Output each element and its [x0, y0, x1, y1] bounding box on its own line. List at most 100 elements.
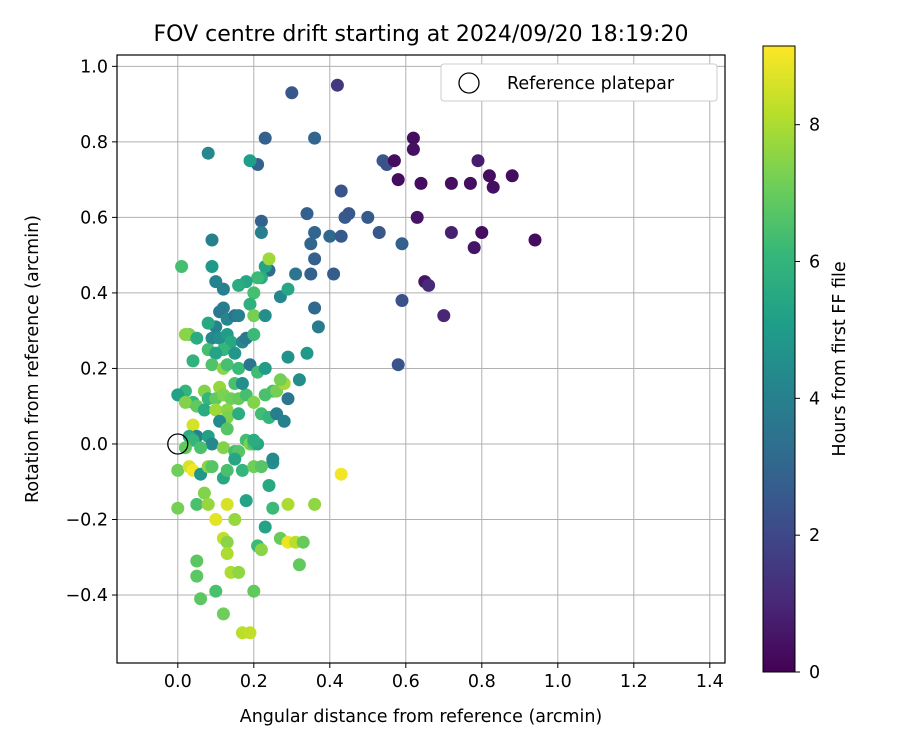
data-point — [232, 565, 246, 579]
data-point — [254, 226, 268, 239]
data-point — [220, 422, 234, 436]
colorbar-tick-label: 4 — [809, 389, 820, 409]
data-point — [205, 358, 219, 372]
colorbar-gradient — [762, 45, 796, 673]
data-point — [205, 460, 219, 474]
x-tick-label: 1.0 — [544, 672, 572, 692]
data-point — [334, 184, 348, 198]
data-point — [205, 437, 219, 451]
data-point — [327, 267, 341, 281]
data-point — [186, 418, 200, 432]
data-point — [171, 463, 185, 477]
data-point — [190, 569, 204, 583]
data-point — [266, 452, 280, 466]
x-tick-label: 1.4 — [696, 672, 724, 692]
legend: Reference platepar — [440, 63, 718, 102]
y-tick-label: 0.6 — [80, 208, 108, 228]
x-tick-label: 0.8 — [468, 672, 496, 692]
data-point — [258, 520, 272, 534]
data-point — [258, 361, 272, 375]
legend-box — [440, 63, 718, 102]
data-point — [197, 486, 211, 500]
y-tick-label: −0.2 — [66, 510, 109, 530]
data-point — [190, 497, 204, 511]
y-tick-label: 0.4 — [80, 284, 108, 304]
data-point — [334, 229, 348, 243]
data-point — [254, 543, 268, 557]
data-point — [232, 278, 246, 292]
data-point — [300, 346, 314, 360]
y-tick-label: −0.4 — [66, 586, 109, 606]
x-axis-ticks: 0.0 0.2 0.4 0.6 0.8 1.0 1.2 1.4 — [164, 663, 724, 692]
data-point — [308, 301, 322, 315]
data-point — [178, 441, 192, 455]
data-point — [467, 241, 481, 255]
data-point — [505, 169, 519, 183]
data-point — [228, 452, 242, 466]
x-tick-label: 1.2 — [620, 672, 648, 692]
data-point — [194, 592, 208, 606]
data-point — [281, 497, 295, 511]
data-point — [391, 358, 405, 372]
data-point — [300, 207, 314, 221]
x-tick-label: 0.0 — [164, 672, 192, 692]
data-point — [251, 271, 265, 285]
data-point — [216, 607, 230, 621]
data-point — [175, 260, 189, 273]
colorbar-tick-label: 6 — [809, 253, 820, 273]
colorbar-tick-label: 2 — [809, 526, 820, 546]
reference-point-marker — [167, 433, 189, 455]
data-point — [308, 252, 322, 266]
data-point — [239, 494, 253, 508]
data-point — [277, 414, 291, 428]
data-point — [308, 497, 322, 511]
data-point — [330, 78, 344, 92]
data-point — [243, 297, 257, 311]
data-point — [281, 282, 295, 296]
data-point — [281, 350, 295, 364]
data-point — [190, 554, 204, 568]
data-point — [186, 354, 200, 368]
data-point — [372, 226, 386, 239]
data-point — [486, 180, 500, 194]
data-point — [258, 131, 272, 145]
plot-frame — [116, 54, 726, 664]
colorbar-label: Hours from first FF file — [830, 261, 850, 456]
data-point — [406, 142, 420, 156]
data-point — [247, 286, 261, 300]
data-point — [228, 513, 242, 526]
data-point — [243, 626, 257, 640]
data-point — [205, 233, 219, 247]
data-point — [387, 154, 401, 168]
x-axis-label: Angular distance from reference (arcmin) — [240, 707, 603, 727]
data-point — [285, 86, 299, 100]
y-tick-label: 0.0 — [80, 435, 108, 455]
data-point — [342, 207, 356, 221]
data-point — [304, 237, 318, 251]
y-tick-label: 0.8 — [80, 133, 108, 153]
data-point — [216, 441, 230, 455]
data-point — [391, 173, 405, 187]
data-point — [281, 392, 295, 406]
legend-label: Reference platepar — [507, 74, 675, 94]
data-point — [308, 131, 322, 145]
data-point — [395, 294, 409, 307]
data-point — [292, 558, 306, 572]
data-point — [171, 501, 185, 515]
data-point — [209, 275, 223, 289]
data-point — [422, 278, 436, 292]
data-point — [209, 513, 223, 526]
data-point — [308, 226, 322, 239]
chart-title: FOV centre drift starting at 2024/09/20 … — [154, 22, 689, 47]
data-point — [178, 395, 192, 409]
data-point — [228, 346, 242, 360]
y-tick-label: 1.0 — [80, 57, 108, 77]
data-point — [289, 267, 303, 281]
data-point — [247, 328, 261, 341]
data-point — [311, 320, 325, 334]
data-point — [262, 252, 276, 266]
data-point — [220, 463, 234, 477]
data-point — [361, 210, 375, 224]
data-point — [220, 358, 234, 372]
